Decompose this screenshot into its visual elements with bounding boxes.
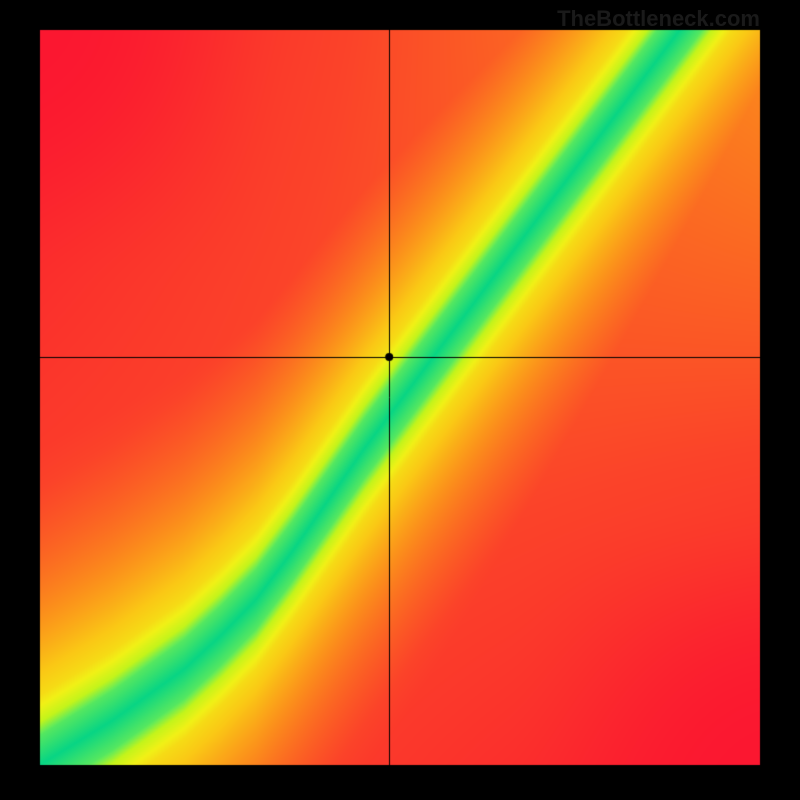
chart-container: TheBottleneck.com [0, 0, 800, 800]
bottleneck-heatmap [0, 0, 800, 800]
watermark-text: TheBottleneck.com [557, 6, 760, 32]
